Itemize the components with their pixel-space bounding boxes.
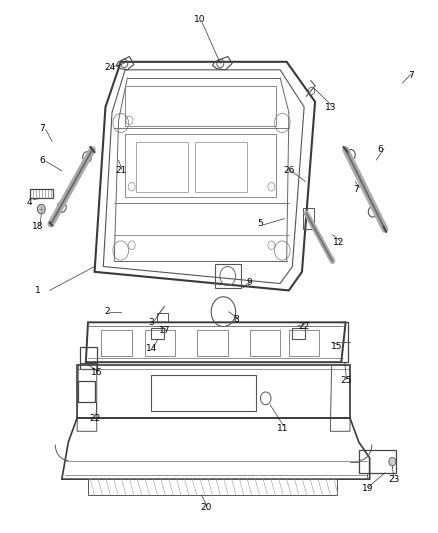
Text: 22: 22 (299, 321, 310, 330)
Text: 21: 21 (115, 166, 127, 175)
Text: 2: 2 (105, 307, 110, 316)
Text: 6: 6 (378, 145, 383, 154)
Bar (157, 313, 168, 322)
Text: 8: 8 (233, 315, 239, 324)
Text: 18: 18 (32, 222, 43, 231)
Text: 11: 11 (276, 424, 288, 433)
Bar (101, 330, 132, 356)
Text: 17: 17 (159, 326, 170, 335)
Bar (78, 381, 95, 402)
Text: 5: 5 (258, 220, 263, 229)
Text: 1: 1 (35, 286, 41, 295)
Text: 16: 16 (91, 368, 102, 377)
Bar (80, 348, 97, 368)
Text: 23: 23 (388, 475, 399, 483)
Text: 13: 13 (325, 102, 336, 111)
Bar (151, 375, 256, 411)
Text: 24: 24 (104, 63, 116, 71)
Text: 15: 15 (331, 342, 343, 351)
Bar (215, 264, 241, 288)
Text: 7: 7 (408, 70, 414, 79)
Text: 14: 14 (146, 344, 157, 353)
Text: 7: 7 (353, 185, 360, 194)
Circle shape (389, 457, 396, 466)
Bar (195, 142, 247, 192)
Bar (88, 479, 337, 495)
Bar (292, 328, 304, 340)
Text: 22: 22 (89, 414, 100, 423)
Text: 25: 25 (340, 376, 351, 385)
Text: 4: 4 (26, 198, 32, 207)
Bar (359, 450, 396, 473)
Text: 26: 26 (283, 166, 294, 175)
Text: 19: 19 (362, 484, 373, 493)
Bar (145, 330, 175, 356)
Circle shape (37, 204, 45, 214)
Bar (289, 330, 319, 356)
Bar (151, 328, 164, 340)
Bar (30, 189, 53, 198)
Text: 6: 6 (39, 156, 45, 165)
Bar (197, 330, 228, 356)
Text: 7: 7 (39, 124, 45, 133)
Bar (303, 208, 314, 229)
Text: 9: 9 (247, 278, 252, 287)
Bar (136, 142, 188, 192)
Bar (125, 134, 276, 197)
Text: 10: 10 (194, 15, 205, 24)
Text: 3: 3 (148, 318, 154, 327)
Bar (250, 330, 280, 356)
Text: 12: 12 (333, 238, 345, 247)
Text: 20: 20 (200, 503, 212, 512)
Bar (125, 86, 276, 126)
